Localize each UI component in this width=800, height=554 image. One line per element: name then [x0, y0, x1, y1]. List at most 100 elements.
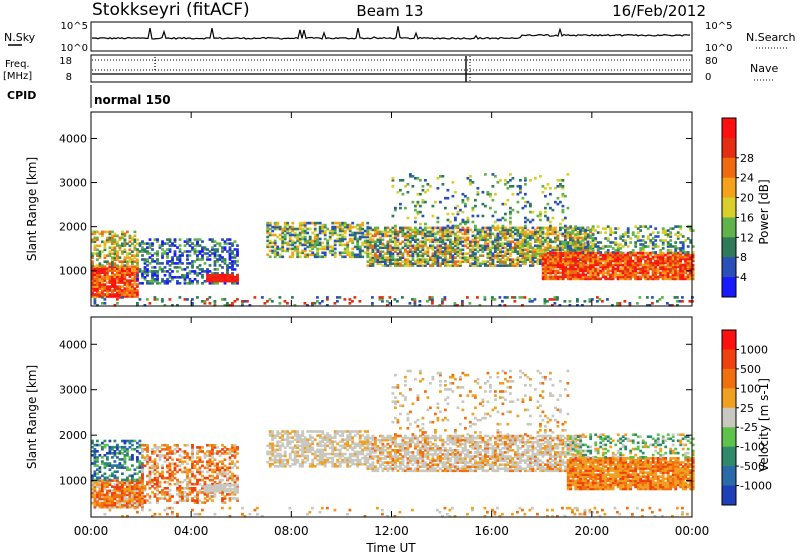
data-cell	[331, 221, 335, 225]
data-cell	[366, 230, 370, 234]
data-cell	[128, 458, 132, 461]
data-cell	[691, 257, 695, 261]
data-cell	[351, 251, 355, 255]
data-cell	[93, 462, 97, 465]
data-cell	[451, 258, 455, 261]
data-cell	[93, 495, 97, 499]
data-cell	[188, 489, 192, 492]
data-cell	[96, 275, 99, 278]
data-cell	[471, 254, 475, 257]
data-cell	[531, 234, 535, 238]
data-cell	[411, 256, 415, 259]
data-cell	[151, 248, 154, 251]
data-cell	[669, 227, 673, 230]
data-cell	[161, 489, 164, 492]
data-cell	[466, 216, 470, 220]
data-cell	[553, 296, 557, 299]
data-cell	[298, 243, 302, 247]
data-cell	[123, 275, 127, 278]
data-cell	[546, 228, 550, 232]
data-cell	[101, 497, 104, 501]
data-cell	[419, 226, 422, 230]
data-cell	[531, 226, 535, 230]
data-cell	[221, 275, 224, 279]
data-cell	[168, 248, 172, 251]
data-cell	[131, 287, 134, 290]
data-cell	[529, 232, 532, 236]
data-cell	[113, 267, 117, 270]
data-cell	[644, 225, 648, 228]
data-cell	[471, 238, 475, 242]
data-cell	[206, 258, 209, 261]
data-cell	[168, 298, 172, 301]
data-cell	[584, 259, 588, 263]
data-cell	[531, 254, 535, 257]
data-cell	[384, 226, 387, 230]
data-cell	[133, 472, 137, 476]
data-cell	[118, 291, 122, 294]
data-cell	[293, 233, 297, 237]
data-cell	[399, 206, 402, 210]
data-cell	[669, 239, 673, 242]
data-cell	[569, 257, 573, 261]
data-cell	[474, 264, 477, 267]
data-cell	[101, 267, 104, 270]
data-cell	[581, 236, 585, 240]
data-cell	[541, 267, 545, 271]
data-cell	[549, 263, 553, 267]
data-cell	[624, 239, 628, 242]
data-cell	[394, 232, 397, 236]
data-cell	[173, 250, 177, 253]
data-cell	[379, 230, 382, 234]
data-cell	[203, 252, 207, 255]
data-cell	[579, 247, 583, 250]
data-cell	[506, 258, 510, 261]
data-cell	[166, 466, 169, 470]
data-cell	[456, 238, 460, 242]
data-cell	[236, 277, 239, 281]
data-cell	[409, 234, 412, 238]
data-cell	[316, 221, 320, 225]
data-cell	[391, 230, 395, 234]
data-cell	[591, 249, 595, 252]
data-cell	[271, 229, 275, 233]
data-cell	[481, 236, 485, 240]
data-cell	[133, 240, 137, 244]
data-cell	[108, 474, 112, 478]
data-cell	[186, 282, 189, 285]
data-cell	[519, 260, 522, 263]
data-cell	[113, 485, 117, 488]
data-cell	[203, 480, 207, 484]
data-cell	[554, 226, 557, 230]
data-cell	[679, 227, 683, 230]
data-cell	[101, 493, 104, 497]
data-cell	[118, 275, 122, 278]
data-cell	[554, 250, 557, 253]
power-colorbar-label: Power [dB]	[757, 179, 771, 244]
data-cell	[651, 267, 655, 271]
data-cell	[91, 445, 94, 449]
data-cell	[133, 489, 137, 493]
data-cell	[376, 228, 380, 232]
data-cell	[616, 249, 620, 252]
data-cell	[96, 295, 99, 298]
data-cell	[191, 302, 194, 305]
data-cell	[636, 257, 640, 261]
data-cell	[449, 264, 452, 267]
data-cell	[601, 275, 605, 279]
data-cell	[296, 227, 300, 231]
data-cell	[681, 273, 685, 277]
data-cell	[451, 264, 455, 267]
data-cell	[571, 253, 575, 257]
data-cell	[691, 245, 695, 248]
data-cell	[446, 260, 450, 263]
data-cell	[298, 241, 302, 245]
data-cell	[411, 228, 415, 232]
data-cell	[556, 277, 560, 281]
data-cell	[494, 238, 497, 242]
data-cell	[656, 271, 660, 275]
data-cell	[106, 236, 109, 240]
data-cell	[461, 236, 465, 240]
data-cell	[451, 262, 455, 265]
